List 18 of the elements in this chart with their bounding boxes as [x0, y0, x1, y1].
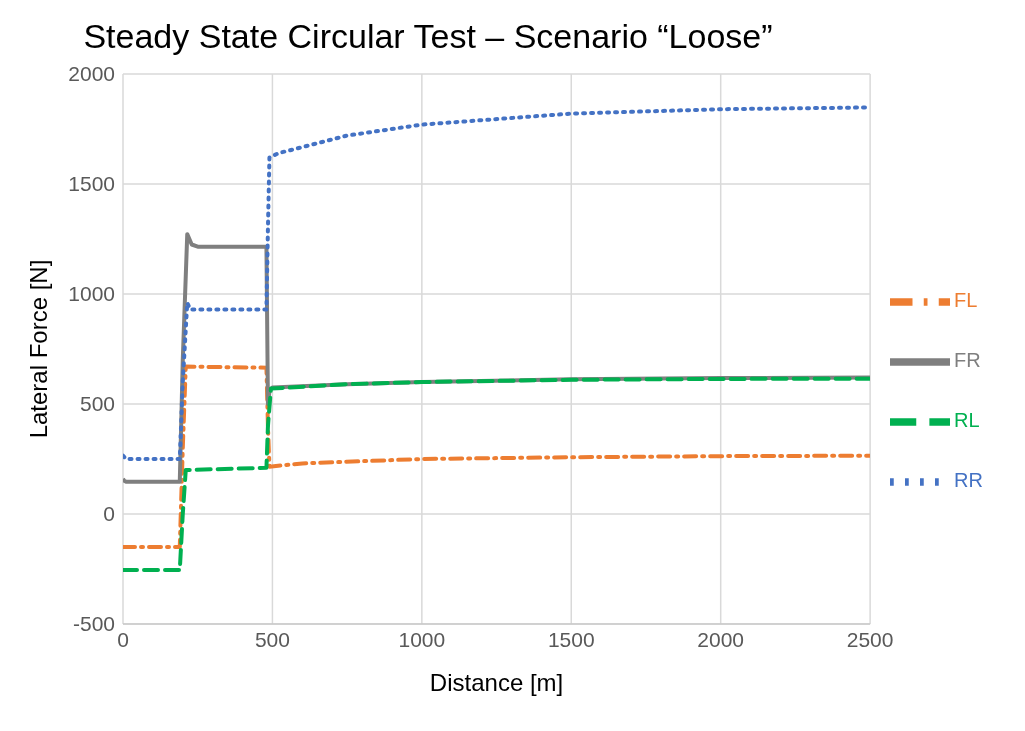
x-tick-label: 2500 — [846, 627, 894, 651]
y-tick-label: 500 — [79, 392, 115, 416]
x-tick-label: 1000 — [398, 627, 446, 651]
x-tick-label: 1500 — [547, 627, 595, 651]
x-tick-label: 500 — [254, 627, 290, 651]
chart-title: Steady State Circular Test – Scenario “Loose” — [82, 16, 774, 57]
y-tick-label: 1000 — [68, 282, 115, 306]
legend-label: RL — [954, 408, 980, 431]
y-tick-label: 1500 — [68, 172, 115, 196]
legend-label: FL — [954, 288, 978, 311]
x-tick-label: 2000 — [697, 627, 745, 651]
x-axis-title: Distance [m] — [429, 669, 564, 696]
legend-label: RR — [954, 468, 983, 491]
y-axis-title: Lateral Force [N] — [24, 259, 52, 439]
legend-label: FR — [954, 348, 981, 371]
y-tick-label: 0 — [103, 502, 115, 526]
y-tick-label: -500 — [72, 612, 115, 636]
y-tick-label: 2000 — [68, 62, 115, 86]
